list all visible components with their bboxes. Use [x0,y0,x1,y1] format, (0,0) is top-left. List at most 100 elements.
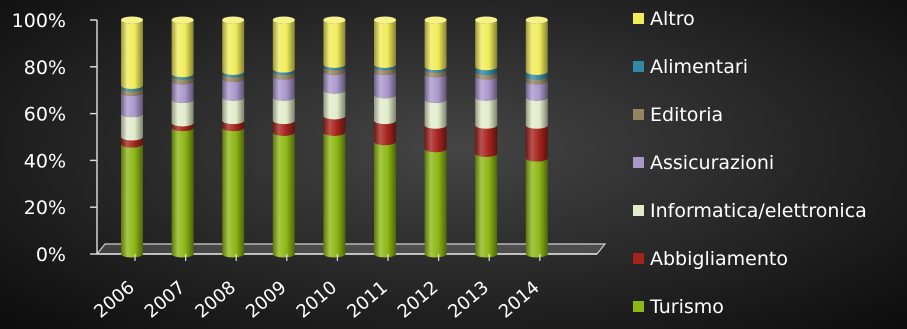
bar-segment-altro-2009 [272,20,295,73]
x-tick-label: 2007 [141,277,190,323]
legend-label: Turismo [649,296,724,318]
bar-segment-abbigliamento-2012 [424,125,447,153]
bar-segment-editoria-2008 [222,73,245,82]
legend-swatch [633,61,644,72]
bar-segment-editoria-2007 [171,76,194,85]
bar-segment-abbigliamento-2006 [121,137,143,148]
legend-label: Editoria [650,104,723,126]
bar-segment-assicurazioni-2008 [222,78,245,101]
bar-segment-turismo-2008 [222,127,245,258]
bar-segment-informatica-elettronica-2008 [222,97,245,125]
bar-segment-altro-2006 [121,20,143,90]
bar-segment-alimentari-2013 [475,66,498,75]
bar-segment-altro-2014 [525,20,548,75]
y-tick-label: 20% [24,197,66,219]
legend-label: Assicurazioni [650,152,774,174]
legend-swatch [633,205,644,216]
bar-segment-assicurazioni-2014 [525,80,548,101]
bar-segment-assicurazioni-2010 [323,71,346,94]
bar-segment-informatica-elettronica-2009 [272,97,295,125]
legend-label: Alimentari [650,56,748,78]
bar-top-cap [323,16,346,24]
legend-item-turismo: Turismo [633,296,724,318]
axis-group: 0% 20% 40% 60% 80% 100% [12,10,597,266]
bar-stack-2010 [323,16,346,258]
bar-segment-editoria-2012 [424,69,447,78]
legend-item-alimentari: Alimentari [633,56,748,78]
bar-top-cap [374,16,396,24]
bar-segment-alimentari-2006 [121,85,143,92]
bar-stack-2011 [374,16,396,258]
bar-segment-alimentari-2012 [424,66,447,73]
bar-segment-turismo-2014 [525,158,548,258]
bar-top-cap [525,16,548,24]
x-tick-label: 2013 [444,277,493,323]
bar-segment-alimentari-2010 [323,64,346,71]
bar-segment-assicurazioni-2013 [475,76,498,101]
bar-segment-editoria-2010 [323,66,346,75]
bars-group [121,16,548,258]
legend-label: Altro [650,8,695,30]
legend-swatch [633,109,644,120]
bar-stack-2007 [171,16,194,258]
bar-segment-abbigliamento-2008 [222,120,245,132]
bar-segment-abbigliamento-2013 [475,125,498,157]
legend-item-assicurazioni: Assicurazioni [633,152,774,174]
bar-segment-informatica-elettronica-2014 [525,97,548,129]
bar-segment-abbigliamento-2010 [323,115,346,136]
bar-segment-abbigliamento-2011 [374,120,396,146]
bar-segment-altro-2007 [171,20,194,78]
bar-segment-abbigliamento-2009 [272,120,295,136]
x-tick-label: 2012 [394,277,443,323]
bar-segment-informatica-elettronica-2012 [424,99,447,129]
legend-item-informatica-elettronica: Informatica/elettronica [633,200,867,222]
bar-segment-altro-2010 [323,20,346,68]
bar-segment-informatica-elettronica-2006 [121,113,143,141]
bar-top-cap [475,16,498,24]
x-tick-label: 2009 [242,277,291,323]
y-tick-label: 60% [24,104,66,126]
y-tick-label: 80% [24,57,66,79]
legend-item-editoria: Editoria [633,104,723,126]
bar-segment-assicurazioni-2009 [272,76,295,101]
y-tick-label: 40% [24,150,66,172]
bar-segment-editoria-2009 [272,71,295,80]
bar-segment-editoria-2014 [525,76,548,85]
bar-segment-turismo-2007 [171,127,194,258]
bar-segment-assicurazioni-2007 [171,80,194,104]
bar-segment-editoria-2013 [475,71,498,80]
y-tick-label: 0% [36,244,66,266]
legend-swatch [633,253,644,264]
bar-segment-assicurazioni-2012 [424,73,447,104]
bar-segment-assicurazioni-2011 [374,71,396,99]
x-tick-label: 2011 [343,277,392,323]
bar-segment-alimentari-2014 [525,71,548,80]
bar-segment-alimentari-2007 [171,73,194,80]
bar-stack-2006 [121,16,143,258]
bar-segment-assicurazioni-2006 [121,92,143,118]
bar-segment-altro-2008 [222,20,245,75]
bar-segment-turismo-2009 [272,132,295,258]
x-tick-label: 2008 [191,277,240,323]
x-tick-label: 2014 [495,277,544,323]
legend-label: Abbigliamento [650,248,788,270]
bar-top-cap [171,16,194,24]
bar-segment-turismo-2006 [121,144,143,258]
legend: Altro Alimentari Editoria Assicurazioni Info… [633,8,867,318]
bar-segment-informatica-elettronica-2011 [374,94,396,125]
bar-segment-altro-2011 [374,20,396,68]
bar-stack-2014 [525,16,548,258]
bar-segment-abbigliamento-2014 [525,125,548,162]
bar-stack-2013 [475,16,498,258]
bar-segment-alimentari-2009 [272,69,295,75]
bar-segment-informatica-elettronica-2013 [475,97,498,129]
bar-top-cap [121,16,143,24]
bar-segment-turismo-2010 [323,132,346,258]
bar-top-cap [424,16,447,24]
bar-top-cap [272,16,295,24]
legend-swatch [633,301,644,312]
bar-stack-2012 [424,16,447,258]
bar-segment-alimentari-2008 [222,71,245,78]
